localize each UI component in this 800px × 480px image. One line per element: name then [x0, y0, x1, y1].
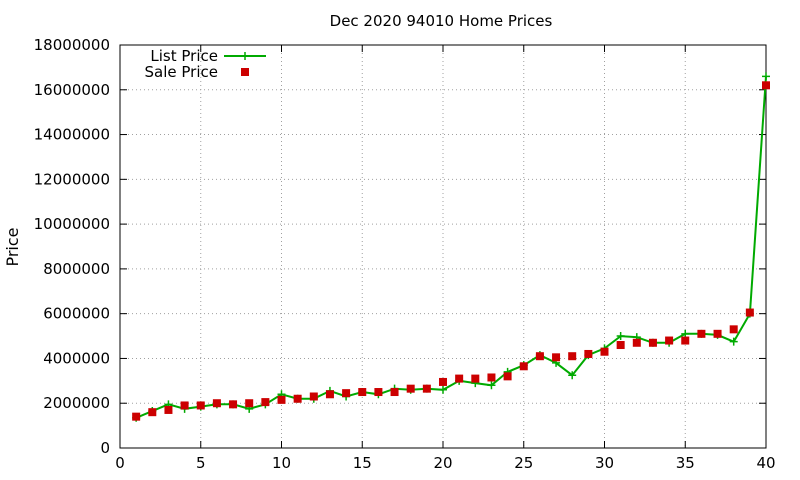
x-tick-label: 0 [115, 454, 125, 472]
y-tick-label: 14000000 [34, 126, 110, 144]
sale-price-point [309, 392, 318, 401]
y-tick-label: 10000000 [34, 215, 110, 233]
sale-price-point [535, 352, 544, 361]
y-tick-label: 18000000 [34, 36, 110, 54]
legend-marker-sale-price [241, 68, 249, 76]
y-tick-label: 16000000 [34, 81, 110, 99]
y-tick-label: 12000000 [34, 170, 110, 188]
list-price-point [487, 381, 496, 390]
list-price-line [135, 76, 767, 419]
list-price-point [762, 72, 770, 81]
sale-price-point [422, 384, 431, 393]
sale-price-point [439, 377, 447, 386]
y-tick-label: 8000000 [43, 260, 110, 278]
legend-marker-list-price [241, 52, 249, 60]
sale-price-point [212, 399, 221, 408]
sale-price-point [697, 329, 706, 338]
sale-price-point [245, 399, 254, 408]
x-tick-label: 40 [756, 454, 775, 472]
x-tick-label: 15 [353, 454, 372, 472]
legend-label-sale-price: Sale Price [145, 63, 218, 81]
list-price-point [439, 385, 447, 394]
sale-price-point [648, 338, 657, 347]
sale-price-point [584, 349, 593, 358]
list-price-point [568, 371, 577, 380]
sale-price-point [358, 388, 367, 397]
list-price-point [681, 329, 690, 338]
sale-price-point [600, 347, 609, 356]
sale-price-point [229, 400, 238, 409]
sale-price-point [374, 388, 383, 397]
x-tick-label: 25 [514, 454, 533, 472]
sale-price-point [616, 341, 625, 350]
sale-price-point [552, 353, 561, 362]
axis-ticks: 0 5 10 15 20 25 30 35 40 0 2000000 4000000 6000000 80… [34, 36, 776, 472]
legend-label-list-price: List Price [150, 47, 218, 65]
sale-price-point [261, 398, 270, 407]
sale-price-point [503, 372, 512, 381]
sale-price-point [293, 394, 302, 403]
x-tick-label: 10 [272, 454, 291, 472]
sale-price-point [455, 374, 464, 383]
list-price-point [729, 337, 738, 346]
sale-price-point [519, 362, 528, 371]
legend: List Price Sale Price [145, 47, 266, 81]
sale-price-point [713, 329, 722, 338]
sale-price-point [665, 336, 674, 345]
sale-price-point [729, 325, 738, 334]
sale-price-point [745, 308, 754, 317]
x-tick-label: 20 [433, 454, 452, 472]
sale-price-point [277, 395, 286, 404]
sale-price-point [471, 374, 480, 383]
y-tick-label: 4000000 [43, 349, 110, 367]
sale-price-point [164, 405, 173, 414]
chart-title: Dec 2020 94010 Home Prices [330, 12, 553, 30]
sale-price-point [342, 389, 351, 398]
x-tick-label: 5 [196, 454, 206, 472]
list-price-point [616, 332, 625, 341]
sale-price-point [632, 338, 641, 347]
sale-price-point [325, 390, 334, 399]
sale-price-point [390, 388, 399, 397]
y-tick-label: 6000000 [43, 305, 110, 323]
sale-price-point [148, 408, 157, 417]
y-tick-label: 0 [100, 439, 110, 457]
y-tick-label: 2000000 [43, 394, 110, 412]
sale-price-point [568, 352, 577, 361]
x-tick-label: 30 [595, 454, 614, 472]
sale-price-point [681, 336, 690, 345]
sale-price-point [487, 373, 496, 382]
x-tick-label: 35 [676, 454, 695, 472]
sale-price-point [762, 81, 770, 90]
sale-price-point [132, 412, 141, 421]
series-layer [132, 72, 770, 422]
y-axis-label: Price [3, 227, 22, 266]
sale-price-point [406, 384, 415, 393]
sale-price-point [196, 401, 205, 410]
sale-price-point [180, 401, 189, 410]
